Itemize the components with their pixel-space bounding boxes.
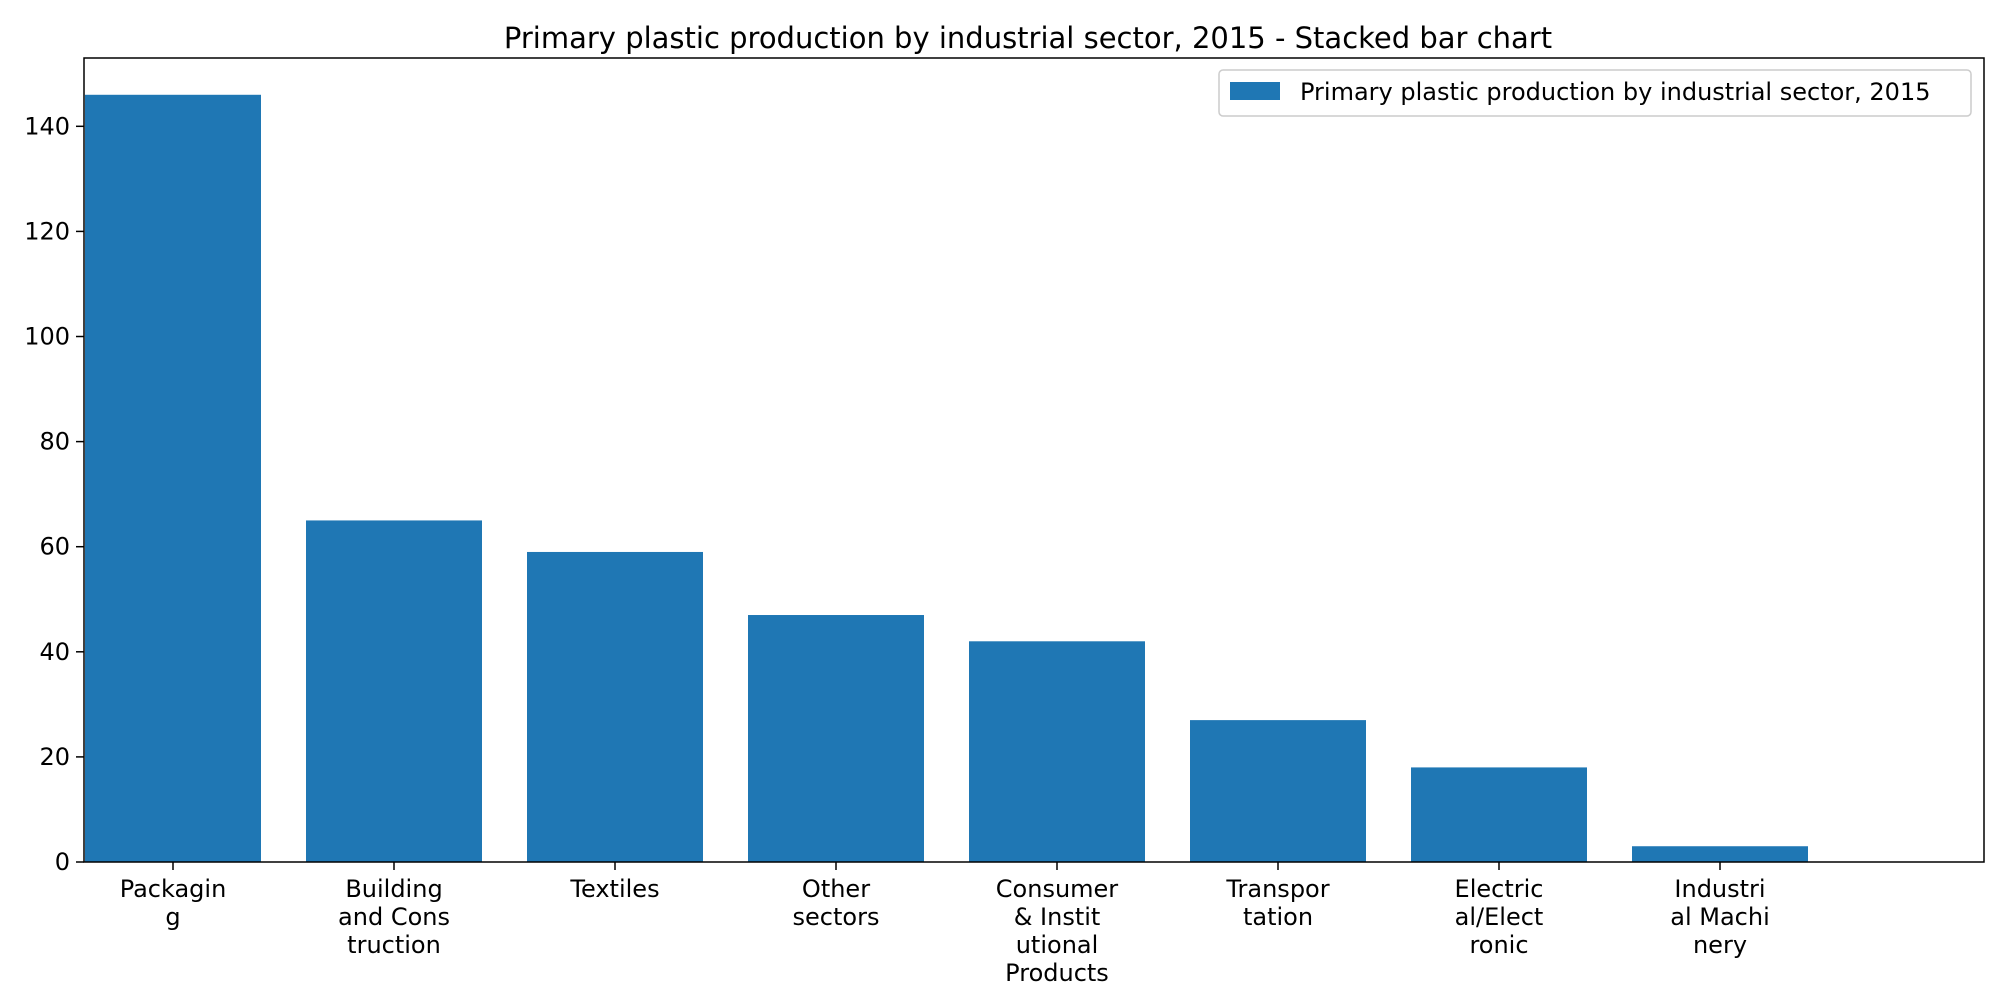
y-tick-label-4: 80: [39, 428, 70, 456]
y-tick-label-5: 100: [24, 323, 70, 351]
bar-0: [85, 94, 261, 863]
y-tick-label-7: 140: [24, 112, 70, 140]
x-tick-label-line: Textiles: [569, 875, 659, 903]
axes-layer: 0 20 40 60 80 100 120 140 Packagin g Building and C…: [24, 57, 1985, 987]
y-tick-label-0: 0: [55, 848, 70, 876]
plot-frame: [83, 57, 1985, 863]
x-tick-label-line: nery: [1693, 931, 1747, 959]
x-tick-label-line: utional: [1016, 931, 1099, 959]
x-tick-label-line: Consumer: [996, 875, 1119, 903]
bar-5: [1190, 720, 1366, 862]
x-tick-label-line: sectors: [793, 903, 880, 931]
x-tick-label-line: al/Elect: [1455, 903, 1544, 931]
bar-4: [969, 641, 1145, 862]
bar-1: [306, 520, 482, 862]
x-tick-label-line: Industri: [1674, 875, 1765, 903]
y-tick-label-3: 60: [39, 533, 70, 561]
legend-frame: [1218, 69, 1972, 117]
bar-2: [527, 551, 703, 862]
x-tick-label-line: Building: [345, 875, 442, 903]
legend-label: Primary plastic production by industrial…: [1300, 78, 1931, 106]
x-tick-label-line: Transpor: [1225, 875, 1329, 903]
y-tick-label-6: 120: [24, 217, 70, 245]
x-tick-label-line: Other: [802, 875, 870, 903]
chart-title: Primary plastic production by industrial…: [504, 21, 1552, 55]
x-tick-label-4: Consumer & Instit utional Products: [996, 875, 1119, 987]
x-tick-label-0: Packagin g: [120, 875, 227, 931]
x-tick-label-line: truction: [347, 931, 441, 959]
legend-swatch: [1230, 82, 1280, 100]
x-tick-label-5: Transpor tation: [1225, 875, 1329, 931]
x-tick-label-3: Other sectors: [793, 875, 880, 931]
x-tick-label-line: tation: [1243, 903, 1313, 931]
x-tick-label-line: Electric: [1455, 875, 1544, 903]
x-tick-label-1: Building and Cons truction: [338, 875, 450, 959]
x-tick-label-7: Industri al Machi nery: [1670, 875, 1770, 959]
x-tick-label-line: ronic: [1469, 931, 1528, 959]
x-tick-label-line: al Machi: [1670, 903, 1770, 931]
x-tick-label-line: & Instit: [1014, 903, 1101, 931]
y-tick-label-1: 20: [39, 743, 70, 771]
bar-6: [1411, 767, 1587, 862]
y-tick-label-2: 40: [39, 638, 70, 666]
x-tick-label-6: Electric al/Elect ronic: [1455, 875, 1544, 959]
legend: Primary plastic production by industrial…: [1218, 69, 1972, 117]
bar-3: [748, 615, 924, 862]
x-tick-label-2: Textiles: [569, 875, 659, 903]
bars-layer: [85, 94, 1808, 863]
bar-7: [1632, 846, 1808, 862]
x-tick-label-line: Packagin: [120, 875, 227, 903]
x-tick-label-line: Products: [1005, 959, 1109, 987]
x-tick-label-line: and Cons: [338, 903, 450, 931]
x-tick-label-line: g: [165, 903, 180, 931]
